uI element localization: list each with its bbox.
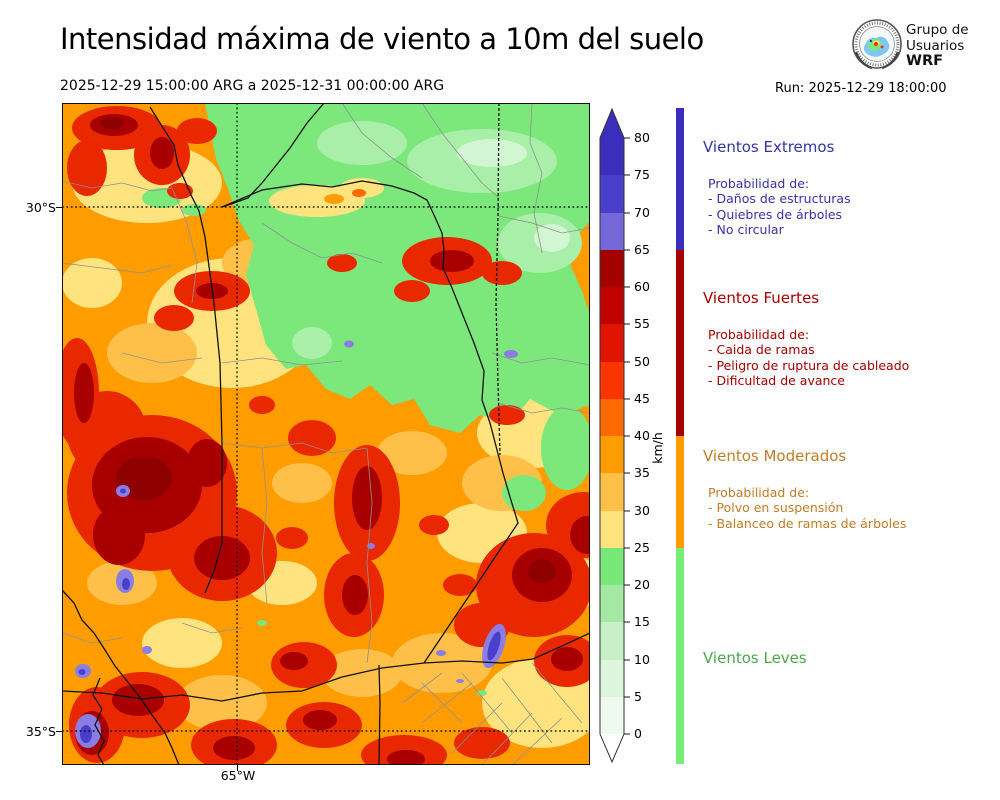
lat-label-35s: 35°S	[25, 724, 56, 739]
extreme-wind-cells	[75, 340, 518, 748]
strip-extremos	[676, 108, 684, 250]
department-borders	[62, 103, 590, 765]
graticule	[62, 103, 590, 765]
colorbar-unit-label: km/h	[650, 432, 665, 464]
svg-text:60: 60	[634, 279, 650, 294]
logo-line3: WRF	[906, 53, 944, 69]
svg-text:50: 50	[634, 354, 650, 369]
model-run-label: Run: 2025-12-29 18:00:00	[775, 81, 947, 96]
map-frame	[62, 103, 590, 765]
legend-fuertes: Vientos Fuertes Probabilidad de: - Caida…	[703, 289, 993, 389]
strip-fuertes	[676, 250, 684, 436]
category-strip	[676, 108, 684, 764]
colorbar-under-arrow	[600, 734, 624, 762]
legend-item: - Quiebres de árboles	[708, 206, 843, 222]
svg-text:45: 45	[634, 391, 650, 406]
wrf-logo	[852, 19, 902, 70]
legend-leves-title: Vientos Leves	[703, 649, 807, 667]
colorbar-over-arrow	[600, 109, 624, 138]
legend-item: - Balanceo de ramas de árboles	[708, 515, 907, 531]
legend-item: - Polvo en suspensión	[708, 500, 844, 515]
province-borders	[62, 103, 590, 765]
legend-item: - Daños de estructuras	[708, 191, 851, 206]
legend-moderados-intro: Probabilidad de:	[708, 485, 810, 500]
svg-text:5: 5	[634, 689, 642, 704]
logo-line2: Usuarios	[906, 37, 965, 54]
legend-item: - Peligro de ruptura de cableado	[708, 357, 910, 373]
logo-text: Grupo de Usuarios WRF	[906, 22, 969, 70]
colorbar-ticks	[624, 137, 630, 735]
svg-text:0: 0	[634, 726, 642, 741]
svg-text:75: 75	[634, 167, 650, 182]
axis-tick	[237, 765, 238, 771]
page-title: Intensidad máxima de viento a 10m del su…	[60, 22, 704, 56]
svg-text:40: 40	[634, 428, 650, 443]
svg-text:25: 25	[634, 540, 650, 555]
svg-text:80: 80	[634, 130, 650, 145]
svg-text:65: 65	[634, 242, 650, 257]
svg-text:10: 10	[634, 652, 650, 667]
legend-moderados-title: Vientos Moderados	[703, 447, 847, 465]
lat-label-30s: 30°S	[25, 200, 56, 215]
legend-fuertes-title: Vientos Fuertes	[703, 289, 820, 307]
legend-item: - Caida de ramas	[708, 342, 815, 357]
svg-text:55: 55	[634, 316, 650, 331]
legend-extremos: Vientos Extremos Probabilidad de: - Daño…	[703, 138, 993, 238]
svg-text:15: 15	[634, 614, 650, 629]
legend-item: - No circular	[708, 222, 784, 238]
svg-text:35: 35	[634, 465, 650, 480]
logo-line1: Grupo de	[906, 22, 969, 38]
axis-tick	[56, 731, 62, 732]
svg-text:30: 30	[634, 503, 650, 518]
wind-intensity-map	[62, 103, 590, 765]
legend-fuertes-intro: Probabilidad de:	[708, 327, 810, 342]
legend-extremos-intro: Probabilidad de:	[708, 176, 810, 191]
legend-item: - Dificultad de avance	[708, 373, 845, 389]
legend-leves: Vientos Leves	[703, 649, 993, 667]
lon-label-65w: 65°W	[220, 768, 256, 783]
legend-extremos-title: Vientos Extremos	[703, 138, 835, 156]
svg-text:70: 70	[634, 205, 650, 220]
colorbar: 80 75 70 65 60 55 50 45 40 35 30 25 20 1…	[599, 107, 665, 764]
axis-tick	[56, 207, 62, 208]
legend-moderados: Vientos Moderados Probabilidad de: - Pol…	[703, 447, 993, 531]
strip-leves	[676, 548, 684, 764]
svg-text:20: 20	[634, 577, 650, 592]
colorbar-tick-labels: 80 75 70 65 60 55 50 45 40 35 30 25 20 1…	[634, 130, 650, 741]
forecast-period: 2025-12-29 15:00:00 ARG a 2025-12-31 00:…	[60, 78, 445, 94]
wind-field	[62, 103, 590, 765]
strip-moderados	[676, 436, 684, 548]
